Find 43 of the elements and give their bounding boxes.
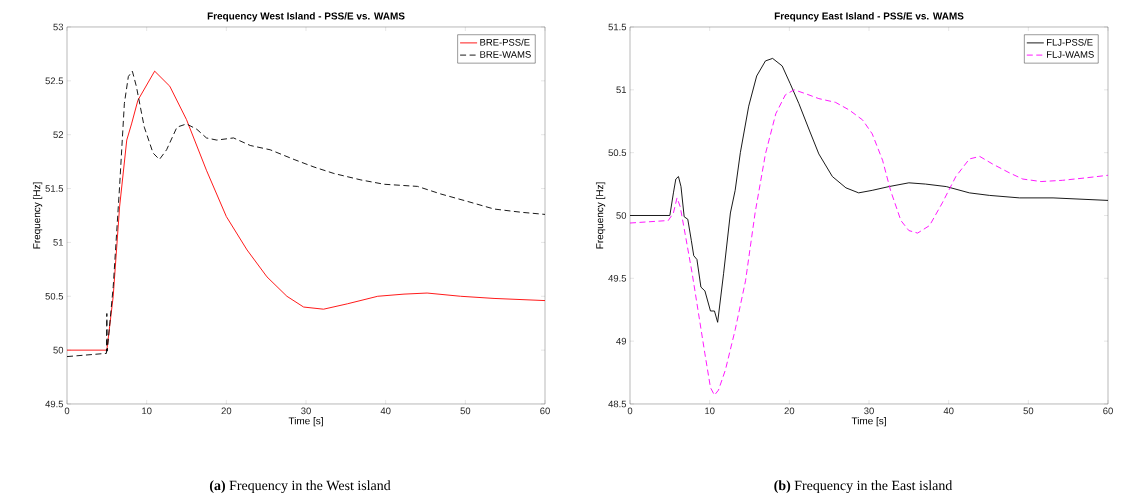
y-tick-label: 50 (616, 212, 627, 219)
x-tick-label: 30 (864, 407, 874, 415)
legend-label: FLJ-PSS/E (1047, 38, 1093, 46)
x-tick-label: 50 (1023, 407, 1034, 415)
y-tick-label: 50.5 (45, 292, 64, 300)
chart-title: Frequency West Island - PSS/E vs. WAMS (207, 12, 405, 22)
y-tick-label: 51 (616, 86, 627, 94)
legend-label: BRE-WAMS (480, 51, 531, 58)
y-tick-label: 52.5 (45, 77, 64, 85)
y-tick-label: 52 (53, 131, 64, 139)
y-tick-label: 48.5 (608, 400, 627, 408)
x-tick-label: 0 (64, 407, 70, 415)
x-tick-label: 40 (943, 407, 954, 415)
legend-label: FLJ-WAMS (1047, 51, 1094, 58)
text: (a) Frequency in the West island (209, 480, 391, 493)
y-tick-label: 51.5 (608, 23, 627, 31)
x-tick-label: 40 (380, 407, 391, 415)
y-tick-label: 49 (616, 337, 627, 345)
text: (b) Frequency in the East island (774, 480, 953, 493)
x-axis-title: Time [s] (288, 417, 323, 427)
line-series (630, 89, 1109, 396)
line-series (630, 57, 1109, 323)
x-tick-label: 20 (784, 407, 795, 415)
x-tick-label: 10 (705, 407, 715, 415)
x-tick-label: 60 (1103, 407, 1113, 415)
legend-label: BRE-PSS/E (480, 38, 530, 46)
y-tick-label: 50.5 (608, 149, 627, 156)
y-tick-label: 51.5 (45, 185, 64, 192)
y-axis-title: Frequency [Hz] (595, 182, 606, 249)
y-tick-label: 49.5 (45, 400, 64, 408)
y-tick-label: 53 (53, 23, 64, 31)
y-tick-label: 49.5 (608, 274, 627, 282)
x-tick-label: 20 (221, 407, 232, 415)
y-tick-label: 51 (53, 239, 64, 246)
x-tick-label: 50 (460, 407, 471, 415)
x-tick-label: 10 (142, 407, 152, 415)
x-tick-label: 0 (627, 407, 633, 415)
x-tick-label: 30 (301, 407, 311, 415)
x-axis-title: Time [s] (851, 417, 886, 427)
chart-title: Frequncy East Island - PSS/E vs. WAMS (774, 12, 964, 22)
y-tick-label: 50 (53, 346, 64, 354)
x-tick-label: 60 (540, 407, 550, 415)
y-axis-title: Frequency [Hz] (32, 182, 43, 249)
